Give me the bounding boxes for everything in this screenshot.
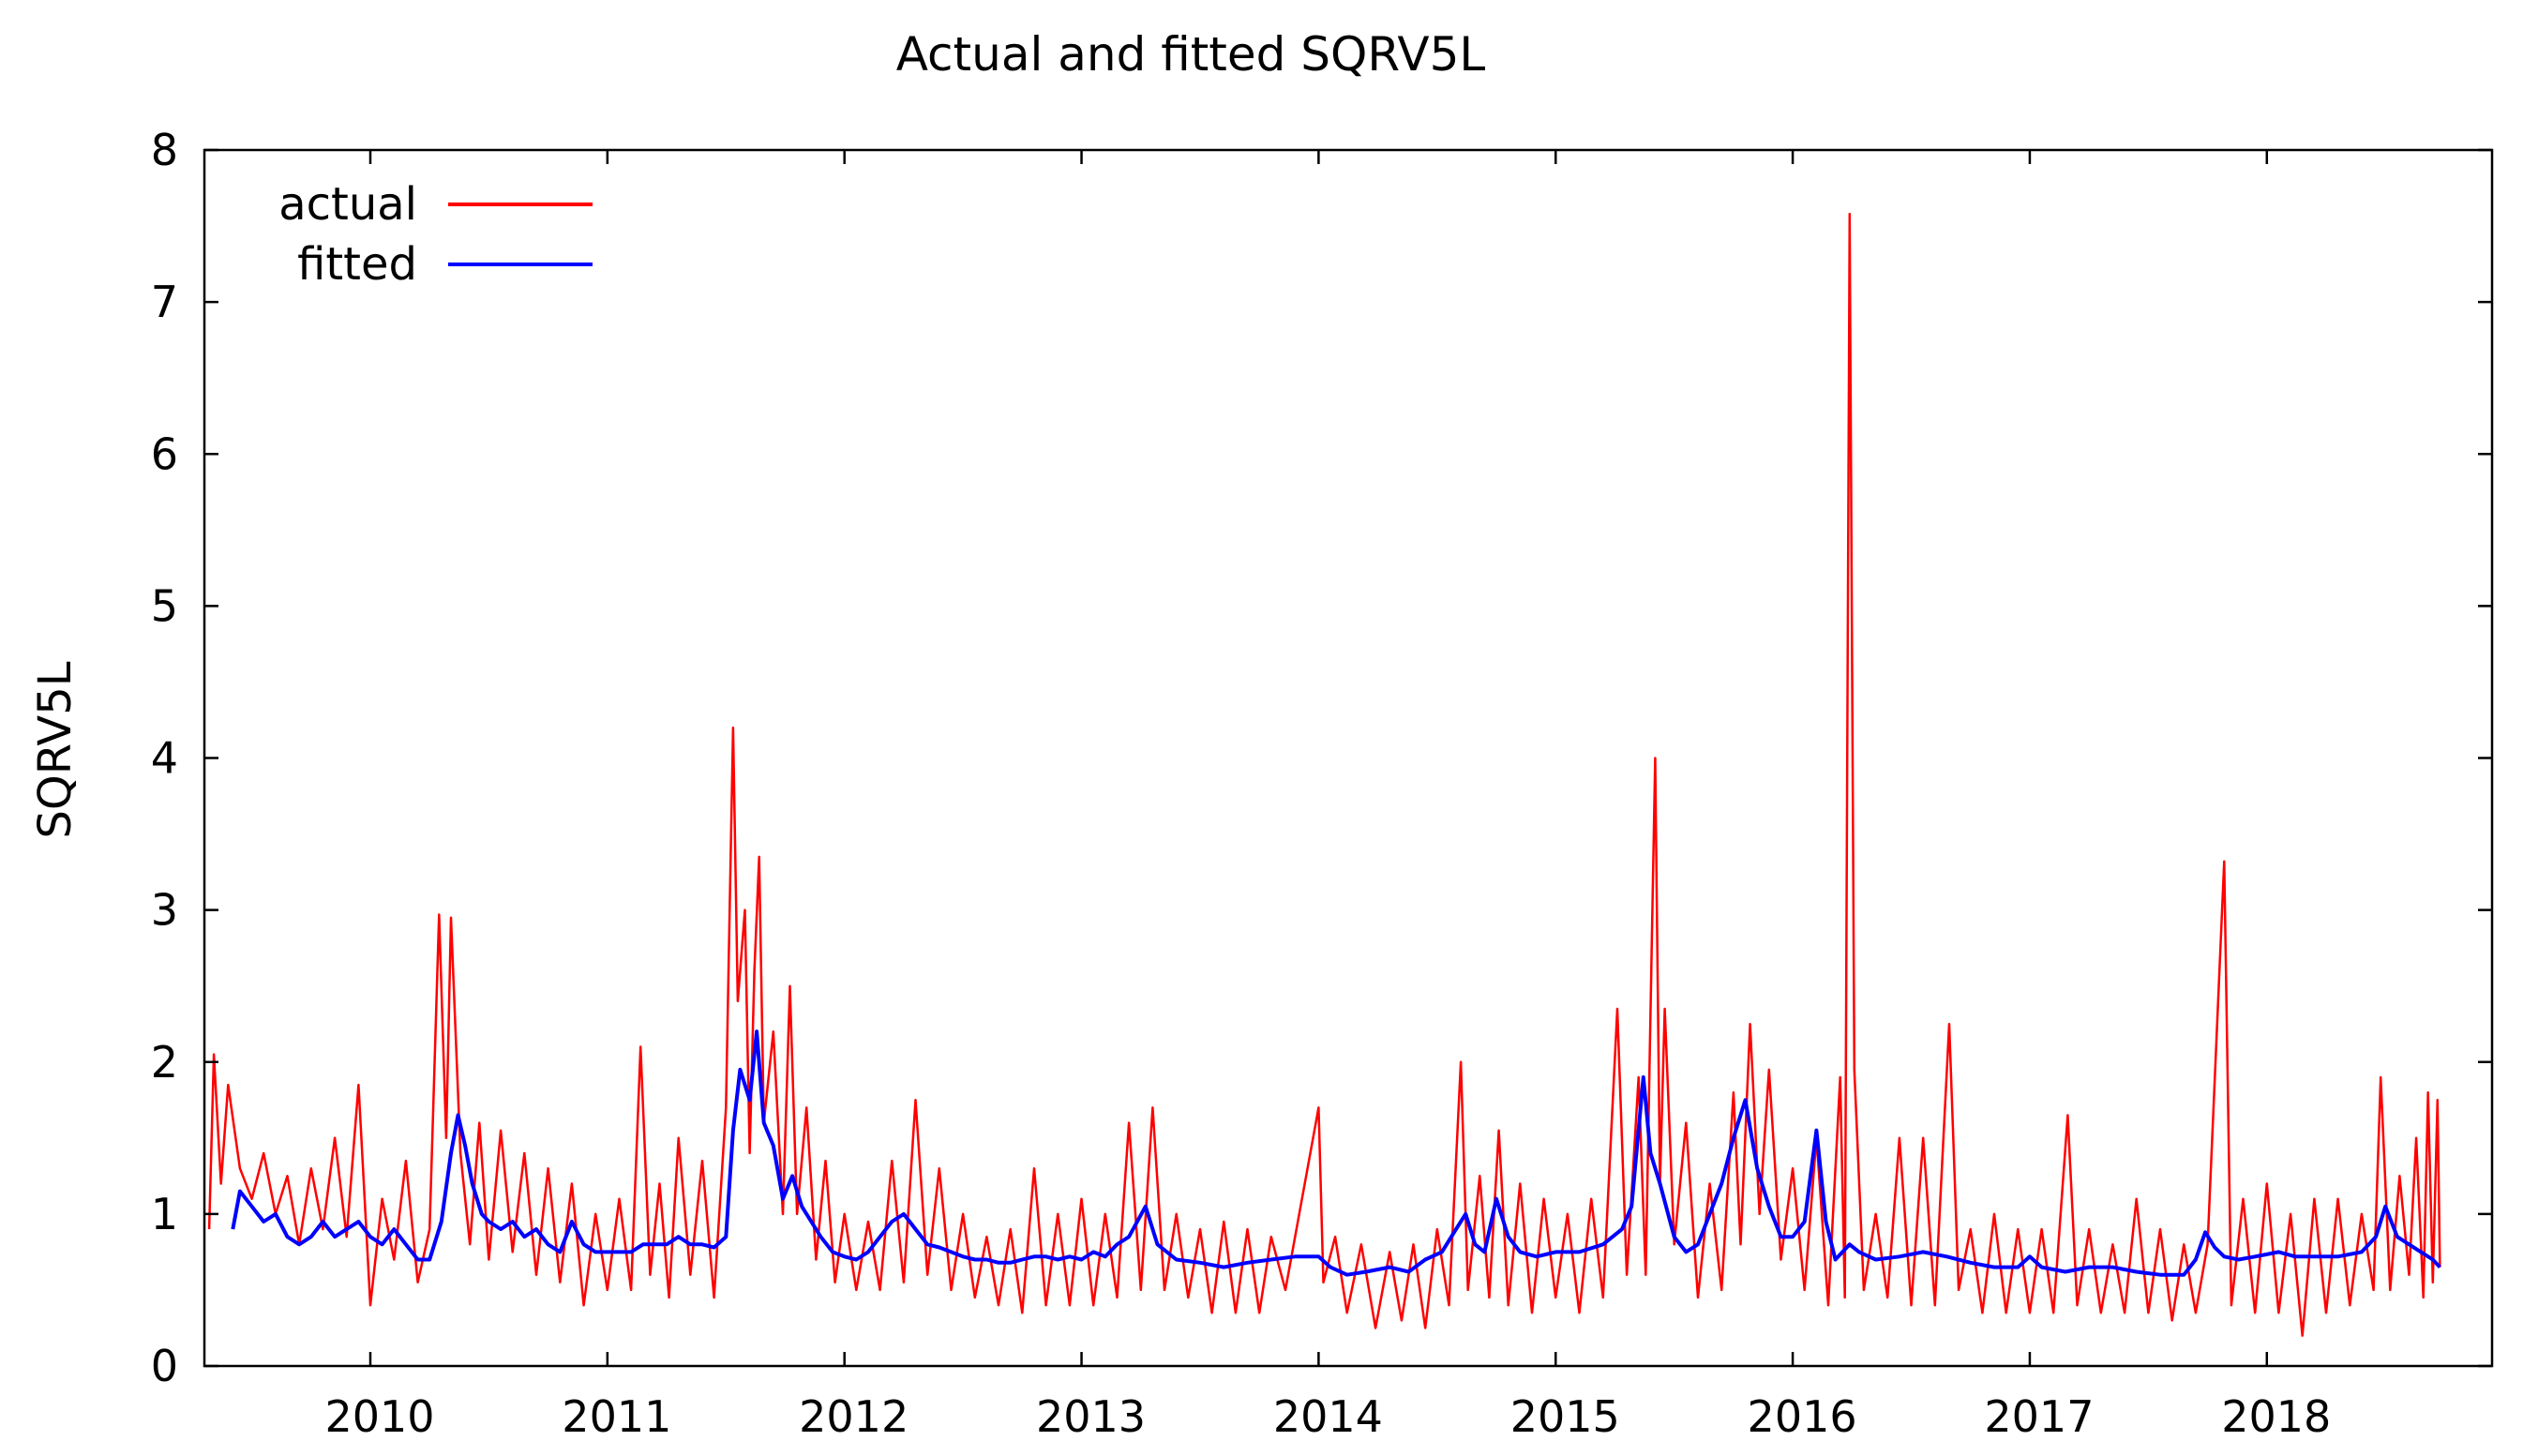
legend-label-actual: actual	[278, 178, 417, 231]
x-tick-label: 2011	[562, 1391, 671, 1442]
y-tick-label: 4	[151, 733, 178, 784]
legend-label-fitted: fitted	[297, 238, 417, 291]
y-tick-label: 0	[151, 1341, 178, 1391]
y-tick-label: 6	[151, 428, 178, 479]
series-layer	[207, 212, 2441, 1337]
x-tick-label: 2016	[1748, 1391, 1857, 1442]
x-tick-label: 2014	[1273, 1391, 1383, 1442]
x-tick-label: 2017	[1984, 1391, 2094, 1442]
ticks-layer: 0 1 2 3 4 5 6 7 8 2010 2011 2012 2013 2014 2015 2016 201…	[151, 125, 2492, 1442]
x-tick-label: 2013	[1036, 1391, 1146, 1442]
y-tick-label: 5	[151, 580, 178, 631]
chart-title: Actual and fitted SQRV5L	[896, 27, 1486, 82]
y-tick-label: 1	[151, 1189, 178, 1239]
series-line-actual	[207, 212, 2441, 1337]
y-tick-label: 3	[151, 885, 178, 936]
y-tick-label: 2	[151, 1037, 178, 1088]
y-axis-label: SQRV5L	[29, 661, 82, 838]
x-tick-label: 2012	[799, 1391, 909, 1442]
x-tick-label: 2018	[2221, 1391, 2331, 1442]
x-tick-label: 2015	[1510, 1391, 1620, 1442]
series-line-fitted	[231, 1029, 2441, 1277]
legend: actual fitted	[278, 178, 593, 291]
x-tick-label: 2010	[324, 1391, 434, 1442]
y-tick-label: 8	[151, 125, 178, 175]
y-tick-label: 7	[151, 277, 178, 327]
